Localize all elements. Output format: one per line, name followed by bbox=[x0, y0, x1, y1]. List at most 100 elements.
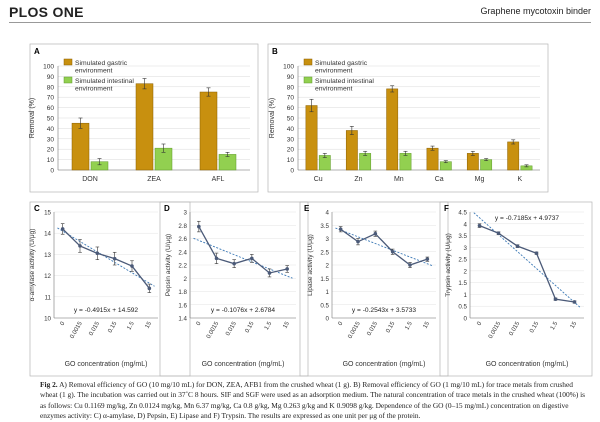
x-axis-label: GO concentration (mg/mL) bbox=[343, 361, 426, 368]
y-tick-label: 2.5 bbox=[458, 257, 467, 264]
y-tick-label: 3 bbox=[326, 236, 330, 243]
bar-zn-gastric bbox=[345, 130, 358, 171]
data-point bbox=[390, 249, 395, 254]
data-point bbox=[373, 231, 378, 236]
y-tick-label: 2.6 bbox=[178, 236, 187, 243]
panel-frame-A bbox=[29, 43, 259, 193]
data-point bbox=[477, 223, 482, 228]
data-point bbox=[112, 256, 117, 261]
panel-label: E bbox=[304, 204, 310, 213]
y-tick-label: 100 bbox=[283, 64, 294, 71]
x-tick-label: 15 bbox=[282, 320, 291, 329]
panel-frame-F bbox=[439, 201, 593, 377]
y-tick-label: 2.5 bbox=[320, 249, 329, 256]
x-tick-label: 0.015 bbox=[225, 320, 238, 337]
y-tick-label: 3.5 bbox=[458, 233, 467, 240]
x-tick-label: 0.15 bbox=[385, 320, 396, 334]
y-axis-label: α-amylase activity (U/μg) bbox=[29, 229, 36, 302]
y-tick-label: 40 bbox=[287, 126, 295, 133]
data-point bbox=[197, 224, 201, 229]
data-point bbox=[285, 267, 289, 271]
caption-label: Fig 2. bbox=[40, 380, 58, 389]
y-tick-label: 0 bbox=[464, 316, 468, 323]
page-header: PLOS ONE Graphene mycotoxin binder bbox=[0, 0, 600, 22]
chart-panel-A: A 0 10 20 30 40 50 60 70 80 90 100 Removal (%) DON ZEA… bbox=[29, 47, 250, 183]
trend-equation: y = -0.4915x + 14.592 bbox=[74, 307, 138, 314]
data-point bbox=[78, 244, 82, 248]
data-point bbox=[356, 239, 360, 244]
x-tick-label: 0 bbox=[476, 320, 483, 326]
chart-panel-F: F 0 0.5 1 1.5 2 2.5 3 3.5 4 4.5 Trypsin activity (U… bbox=[439, 201, 593, 377]
y-tick-label: 12 bbox=[44, 273, 51, 280]
y-tick-label: 1.6 bbox=[178, 302, 187, 309]
bar-afl-gastric bbox=[199, 91, 218, 171]
y-tick-label: 80 bbox=[47, 84, 55, 91]
y-tick-label: 20 bbox=[47, 147, 55, 154]
chart-panel-E: E 0 0.5 1 1.5 2 2.5 3 3.5 4 Lipase activity (U/μg)… bbox=[299, 201, 449, 377]
y-tick-label: 20 bbox=[287, 147, 295, 154]
trend-equation: y = -0.1076x + 2.6784 bbox=[211, 307, 275, 314]
legend-label: Simulated intestinal bbox=[75, 78, 134, 85]
y-tick-label: 100 bbox=[43, 64, 54, 71]
trend-equation: y = -0.2543x + 3.5733 bbox=[352, 307, 416, 314]
y-tick-label: 1.8 bbox=[178, 289, 187, 296]
x-tick-label: DON bbox=[82, 176, 98, 183]
data-point bbox=[515, 244, 520, 248]
header-rule bbox=[9, 22, 591, 23]
legend-swatch bbox=[63, 76, 73, 84]
x-tick-label: 15 bbox=[423, 320, 432, 329]
x-tick-label: Zn bbox=[354, 176, 362, 183]
x-tick-label: Cu bbox=[314, 176, 323, 183]
x-tick-label: AFL bbox=[212, 176, 225, 183]
y-tick-label: 2 bbox=[464, 268, 468, 275]
data-point bbox=[496, 231, 501, 235]
trend-equation: y = -0.7185x + 4.9737 bbox=[495, 215, 559, 222]
data-point bbox=[60, 227, 65, 231]
bar-zea-gastric bbox=[135, 83, 154, 171]
y-tick-label: 0.5 bbox=[320, 302, 329, 309]
data-point bbox=[147, 286, 152, 291]
y-tick-label: 4 bbox=[326, 210, 330, 217]
bar-mn-gastric bbox=[386, 88, 399, 171]
data-point bbox=[338, 227, 343, 232]
data-point bbox=[250, 256, 254, 261]
x-tick-label: Mn bbox=[394, 176, 404, 183]
data-point bbox=[267, 271, 272, 275]
trend-line bbox=[335, 227, 433, 267]
x-tick-label: 0.0015 bbox=[206, 320, 221, 339]
data-point bbox=[95, 251, 100, 256]
bar-mn-intestinal bbox=[399, 153, 412, 171]
y-tick-label: 1.5 bbox=[320, 276, 329, 283]
y-tick-label: 30 bbox=[47, 136, 55, 143]
x-tick-label: 0 bbox=[60, 320, 67, 326]
y-tick-label: 10 bbox=[47, 157, 55, 164]
legend-swatch bbox=[303, 58, 313, 66]
legend-label: environment bbox=[315, 86, 353, 93]
legend-label: Simulated gastric bbox=[315, 60, 368, 67]
panel-frame-E bbox=[299, 201, 449, 377]
y-tick-label: 1.4 bbox=[178, 316, 187, 323]
legend-swatch bbox=[63, 58, 73, 66]
y-tick-label: 3 bbox=[184, 210, 188, 217]
x-tick-label: 15 bbox=[145, 320, 154, 329]
x-tick-label: 0 bbox=[196, 320, 203, 326]
y-axis-label: Pepsin activity (U/μg) bbox=[165, 234, 172, 296]
trend-line bbox=[57, 227, 155, 287]
x-tick-label: 1.5 bbox=[404, 320, 414, 331]
y-tick-label: 60 bbox=[287, 105, 295, 112]
y-tick-label: 90 bbox=[287, 74, 295, 81]
data-point bbox=[572, 300, 577, 304]
chart-panel-D: D 1.4 1.6 1.8 2 2.2 2.4 2.6 2.8 3 Pepsin activity … bbox=[159, 201, 309, 377]
y-tick-label: 13 bbox=[44, 252, 51, 259]
panel-label: A bbox=[34, 47, 40, 56]
y-axis-label: Removal (%) bbox=[269, 98, 276, 138]
y-tick-label: 4 bbox=[464, 221, 468, 228]
x-tick-label: 0.015 bbox=[509, 320, 522, 337]
y-tick-label: 2.2 bbox=[178, 263, 187, 270]
x-tick-label: 0.0015 bbox=[69, 320, 84, 339]
y-tick-label: 2 bbox=[326, 263, 330, 270]
x-tick-label: K bbox=[517, 176, 522, 183]
series-line bbox=[479, 225, 575, 303]
y-tick-label: 0.5 bbox=[458, 304, 467, 311]
legend-label: environment bbox=[75, 68, 113, 75]
